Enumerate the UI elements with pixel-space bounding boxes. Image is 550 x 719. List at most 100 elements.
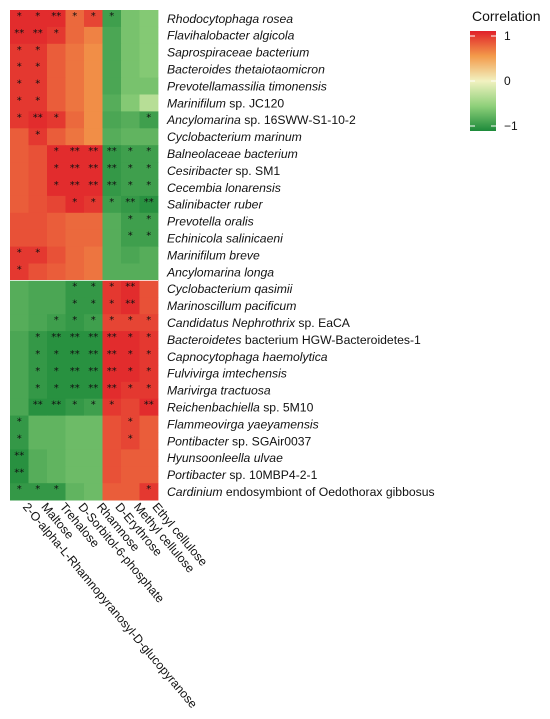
heatmap-cell (47, 229, 66, 247)
heatmap-cell (102, 111, 122, 129)
significance-mark: ** (88, 146, 98, 157)
significance-mark: * (54, 349, 59, 360)
heatmap-cell (65, 280, 85, 298)
row-label: Marinifilum sp. JC120 (167, 96, 284, 110)
significance-mark: * (35, 45, 40, 56)
significance-mark: ** (125, 298, 135, 309)
row-label: Flammeovirga yaeyamensis (167, 417, 319, 431)
heatmap-cell (84, 60, 103, 78)
heatmap-cell (65, 398, 85, 416)
significance-mark: ** (33, 400, 43, 411)
heatmap-cell (139, 364, 159, 383)
significance-mark: * (128, 180, 133, 191)
heatmap-cell (139, 398, 159, 416)
heatmap-cell (139, 26, 159, 45)
heatmap-cell (139, 263, 159, 281)
heatmap-cell (84, 10, 103, 28)
significance-mark: * (54, 315, 59, 326)
significance-mark: * (128, 231, 133, 242)
significance-mark: ** (51, 332, 61, 343)
heatmap-cell (121, 229, 140, 247)
significance-mark: ** (125, 197, 135, 208)
heatmap-cell (102, 128, 122, 146)
heatmap-cell (65, 26, 85, 45)
significance-mark: * (35, 366, 40, 377)
heatmap-cell (121, 331, 140, 349)
significance-mark: ** (88, 180, 98, 191)
significance-mark: * (146, 231, 151, 242)
significance-mark: * (109, 315, 114, 326)
heatmap-cell (47, 314, 66, 332)
heatmap-cell (65, 364, 85, 383)
heatmap-cell (121, 280, 140, 298)
significance-mark: ** (107, 332, 117, 343)
heatmap-cell (65, 381, 85, 400)
heatmap-cell (10, 263, 29, 281)
heatmap-cell (47, 77, 66, 95)
heatmap-cell (121, 162, 140, 180)
significance-marks: * * ** * * *** ** ** ** ** ** ** ** * *** ** ** ** * ** ** **… (14, 11, 154, 495)
heatmap-cell (47, 60, 66, 78)
significance-mark: ** (70, 383, 80, 394)
heatmap-cell (84, 263, 103, 281)
heatmap-cell (102, 415, 122, 433)
significance-mark: * (91, 298, 96, 309)
heatmap-cell (102, 263, 122, 281)
heatmap-cell (28, 449, 48, 467)
heatmap-cell (10, 195, 29, 214)
significance-mark: ** (88, 349, 98, 360)
significance-mark: ** (70, 332, 80, 343)
significance-mark: * (17, 248, 22, 259)
significance-mark: * (128, 146, 133, 157)
row-label: Portibacter sp. 10MBP4-2-1 (167, 468, 318, 482)
heatmap-cell (121, 10, 140, 28)
significance-mark: ** (107, 163, 117, 174)
heatmap-cell (102, 60, 122, 78)
significance-mark: * (17, 484, 22, 495)
significance-mark: * (35, 248, 40, 259)
heatmap-cell (10, 111, 29, 129)
heatmap-cell (121, 179, 140, 197)
heatmap-cell (84, 229, 103, 247)
heatmap-cell (28, 212, 48, 231)
heatmap-cell (28, 77, 48, 95)
significance-mark: ** (70, 146, 80, 157)
heatmap-cell (121, 60, 140, 78)
heatmap-cell (121, 246, 140, 264)
heatmap-cell (84, 195, 103, 214)
significance-mark: * (17, 79, 22, 90)
heatmap-cell (47, 398, 66, 416)
heatmap-cell (139, 246, 159, 264)
heatmap-cell (65, 348, 85, 366)
heatmap-cell (84, 111, 103, 129)
heatmap-cell (65, 331, 85, 349)
heatmap-cell (84, 348, 103, 366)
heatmap-cell (102, 449, 122, 467)
heatmap-cell (102, 314, 122, 332)
heatmap-cell (102, 179, 122, 197)
significance-mark: * (109, 197, 114, 208)
significance-mark: * (54, 112, 59, 123)
heatmap-cell (47, 195, 66, 214)
heatmap-cell (84, 331, 103, 349)
heatmap-cell (28, 111, 48, 129)
heatmap-cell (84, 77, 103, 95)
heatmap-cell (121, 128, 140, 146)
significance-mark: * (109, 400, 114, 411)
heatmap-cell (65, 297, 85, 315)
heatmap-cell (47, 26, 66, 45)
heatmap-cell (28, 432, 48, 450)
heatmap-cell (10, 43, 29, 62)
heatmap-cell (65, 43, 85, 62)
legend-tick-label: 1 (504, 29, 511, 43)
heatmap-cell (65, 415, 85, 433)
significance-mark: * (146, 349, 151, 360)
heatmap-cell (47, 10, 66, 28)
significance-mark: ** (107, 146, 117, 157)
heatmap-cell (84, 449, 103, 467)
heatmap-cell (102, 483, 122, 501)
heatmap-cell (84, 314, 103, 332)
heatmap-cell (84, 212, 103, 231)
heatmap-cell (139, 60, 159, 78)
heatmap-cell (28, 415, 48, 433)
